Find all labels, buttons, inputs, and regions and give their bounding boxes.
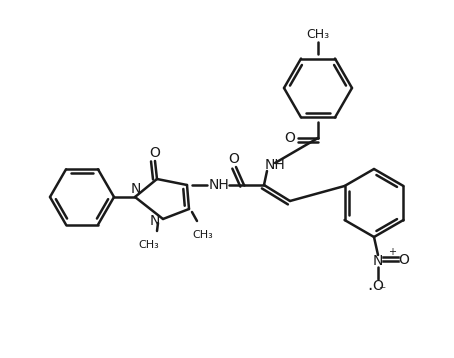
Text: O: O bbox=[399, 253, 410, 267]
Text: CH₃: CH₃ bbox=[138, 240, 159, 250]
Text: N: N bbox=[131, 182, 141, 196]
Text: N: N bbox=[150, 214, 160, 228]
Text: O: O bbox=[149, 146, 160, 160]
Text: O: O bbox=[228, 152, 239, 166]
Text: O: O bbox=[285, 131, 296, 145]
Text: NH: NH bbox=[209, 178, 229, 192]
Text: +: + bbox=[388, 247, 396, 257]
Text: ⁻: ⁻ bbox=[378, 284, 386, 298]
Text: ·: · bbox=[367, 281, 373, 299]
Text: O: O bbox=[373, 279, 384, 293]
Text: CH₃: CH₃ bbox=[192, 230, 213, 240]
Text: NH: NH bbox=[265, 158, 286, 172]
Text: N: N bbox=[373, 254, 383, 268]
Text: CH₃: CH₃ bbox=[306, 28, 330, 40]
